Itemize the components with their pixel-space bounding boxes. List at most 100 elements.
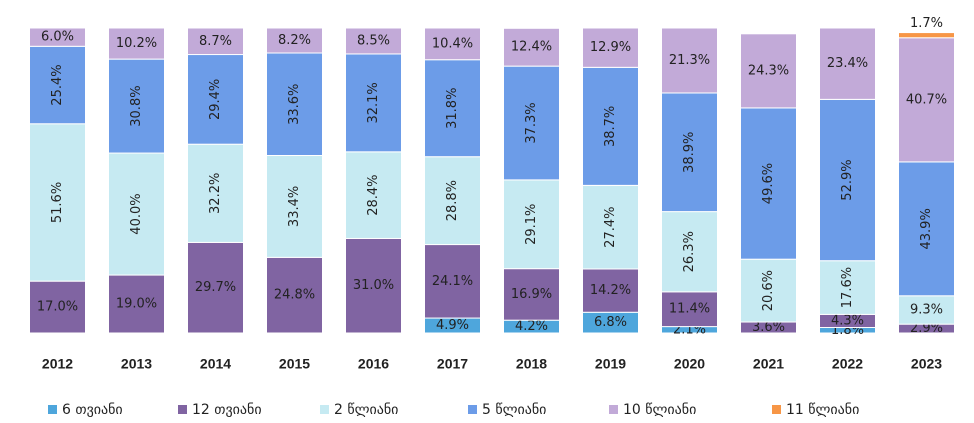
x-tick-label: 2022 [832,356,863,372]
bar-segment [503,65,560,181]
x-tick-label: 2019 [595,356,626,372]
bar-segment [424,27,481,61]
legend-swatch [320,405,329,414]
value-label: 6.0% [41,30,74,45]
value-label: 29.4% [208,79,223,120]
bar-segment [898,295,955,325]
value-label: 38.7% [603,106,618,147]
value-label: 8.7% [199,34,232,49]
legend-swatch [609,405,618,414]
value-label: 20.6% [761,270,776,311]
bar-segment [424,59,481,158]
value-label: 29.1% [524,204,539,245]
bar-segment [108,274,165,334]
bar-segment [424,244,481,319]
value-label: 29.7% [195,280,236,295]
legend-label: 10 წლიანი [623,402,696,418]
bar-segment [582,268,639,313]
value-label: 43.9% [919,208,934,249]
value-label: 49.6% [761,163,776,204]
value-label: 19.0% [116,297,157,312]
value-label: 30.8% [129,85,144,126]
bar-segment [187,27,244,56]
value-label: 8.2% [278,33,311,48]
value-label: 4.9% [436,318,469,333]
value-label: 2.9% [910,321,943,336]
value-label: 12.4% [511,40,552,55]
value-label: 8.5% [357,33,390,48]
legend-label: 12 თვიანი [192,402,262,418]
bar-segment [582,184,639,270]
bar-segment [266,154,323,258]
bar-segment [108,27,165,60]
value-label: 51.6% [50,182,65,223]
x-tick-label: 2020 [674,356,705,372]
bar-segment [661,92,718,213]
bar-segment [29,280,86,334]
value-label: 16.9% [511,287,552,302]
value-label: 14.2% [590,283,631,298]
legend-swatch [468,405,477,414]
value-label: 11.4% [669,302,710,317]
bar-segment [108,152,165,276]
bar-segment [345,27,402,55]
bar-segment [661,211,718,293]
bar-segment [266,256,323,334]
value-label: 10.2% [116,36,157,51]
bar-segment [819,98,876,262]
legend-swatch [772,405,781,414]
x-tick-label: 2015 [279,356,310,372]
value-label: 3.6% [752,320,785,335]
bar-segment [503,268,560,321]
bar-segment [661,291,718,328]
value-label: 52.9% [840,159,855,200]
value-label: 24.3% [748,63,789,78]
bar-segment [503,27,560,67]
value-label: 24.1% [432,274,473,289]
x-tick-label: 2014 [200,356,231,372]
value-label: 26.3% [682,231,697,272]
legend-label: 2 წლიანი [334,402,398,418]
bar-segment [898,37,955,163]
value-label: 17.6% [840,267,855,308]
value-label: 25.4% [50,64,65,105]
bar-segment [29,123,86,282]
value-label: 32.1% [366,82,381,123]
value-label: 37.3% [524,102,539,143]
value-label: 27.4% [603,207,618,248]
value-label: 10.4% [432,36,473,51]
value-label: 1.7% [910,16,943,31]
bar-segment [187,241,244,334]
bar-segment [898,32,955,39]
value-label: 4.2% [515,319,548,334]
x-tick-label: 2012 [42,356,73,372]
value-label: 31.0% [353,278,394,293]
bar-segment [819,27,876,100]
legend-swatch [178,405,187,414]
x-tick-label: 2017 [437,356,468,372]
value-label: 40.7% [906,92,947,107]
value-label: 4.3% [831,313,864,328]
bar-segment [266,27,323,54]
legend-label: 6 თვიანი [62,402,123,418]
bar-segment [29,27,86,47]
legend-label: 11 წლიანი [786,402,859,418]
bar-segment [345,237,402,334]
value-label: 38.9% [682,132,697,173]
bar-segment [187,143,244,243]
value-label: 31.8% [445,88,460,129]
value-label: 17.0% [37,300,78,315]
bar-segment [819,260,876,315]
bar-segment [661,27,718,94]
x-tick-label: 2016 [358,356,389,372]
x-tick-label: 2013 [121,356,152,372]
value-label: 6.8% [594,315,627,330]
bar-segment [345,151,402,239]
x-tick-label: 2018 [516,356,547,372]
value-label: 40.0% [129,193,144,234]
legend-swatch [48,405,57,414]
bar-segment [503,179,560,270]
bar-segment [582,66,639,186]
value-label: 33.6% [287,84,302,125]
